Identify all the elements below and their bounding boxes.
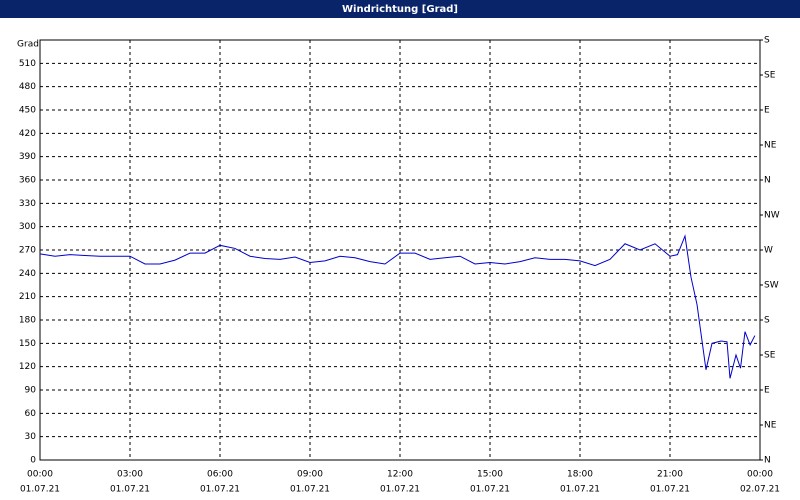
x-tick-date: 01.07.21: [560, 485, 600, 495]
y-tick-label: 0: [30, 456, 36, 466]
y-tick-label: 270: [19, 246, 36, 256]
x-tick-date: 01.07.21: [200, 485, 240, 495]
y-tick-label: 480: [19, 82, 36, 92]
y-tick-label: 390: [19, 152, 36, 162]
y2-tick-label: SW: [764, 281, 779, 291]
x-tick-date: 01.07.21: [380, 485, 420, 495]
x-tick-label: 12:00: [387, 470, 413, 480]
y-tick-label: 420: [19, 129, 36, 139]
x-tick-date: 01.07.21: [470, 485, 510, 495]
y2-tick-label: S: [764, 316, 770, 326]
y2-tick-label: NE: [764, 421, 777, 431]
x-tick-label: 15:00: [477, 470, 503, 480]
y2-tick-label: SE: [764, 351, 776, 361]
y2-tick-label: S: [764, 36, 770, 46]
x-tick-date: 01.07.21: [650, 485, 690, 495]
y-tick-label: 330: [19, 199, 36, 209]
y2-tick-label: NW: [764, 211, 780, 221]
y-axis-label: Grad: [17, 40, 39, 50]
x-tick-label: 00:00: [747, 470, 773, 480]
y2-tick-label: W: [764, 246, 773, 256]
y2-tick-label: E: [764, 386, 770, 396]
title-bar: [0, 0, 800, 18]
y2-tick-label: N: [764, 176, 771, 186]
x-tick-date: 01.07.21: [110, 485, 150, 495]
y-tick-label: 210: [19, 292, 36, 302]
y-tick-label: 240: [19, 269, 36, 279]
x-tick-label: 21:00: [657, 470, 683, 480]
y-tick-label: 30: [25, 432, 37, 442]
x-tick-label: 06:00: [207, 470, 233, 480]
y-tick-label: 360: [19, 176, 36, 186]
y-tick-label: 150: [19, 339, 36, 349]
y-tick-label: 180: [19, 316, 36, 326]
x-tick-label: 09:00: [297, 470, 323, 480]
y-tick-label: 510: [19, 59, 36, 69]
x-tick-date: 02.07.21: [740, 485, 780, 495]
y-tick-label: 90: [25, 386, 37, 396]
y2-tick-label: SE: [764, 71, 776, 81]
y-tick-label: 450: [19, 106, 36, 116]
chart-title: Windrichtung [Grad]: [342, 4, 458, 15]
y2-tick-label: E: [764, 106, 770, 116]
data-line: [39, 234, 756, 379]
y2-tick-label: NE: [764, 141, 777, 151]
x-tick-label: 18:00: [567, 470, 593, 480]
x-tick-label: 00:00: [27, 470, 53, 480]
x-tick-label: 03:00: [117, 470, 143, 480]
y-tick-label: 120: [19, 362, 36, 372]
y-tick-label: 300: [19, 222, 36, 232]
y-tick-label: 60: [25, 409, 37, 419]
x-tick-date: 01.07.21: [20, 485, 60, 495]
x-tick-date: 01.07.21: [290, 485, 330, 495]
y2-tick-label: N: [764, 456, 771, 466]
